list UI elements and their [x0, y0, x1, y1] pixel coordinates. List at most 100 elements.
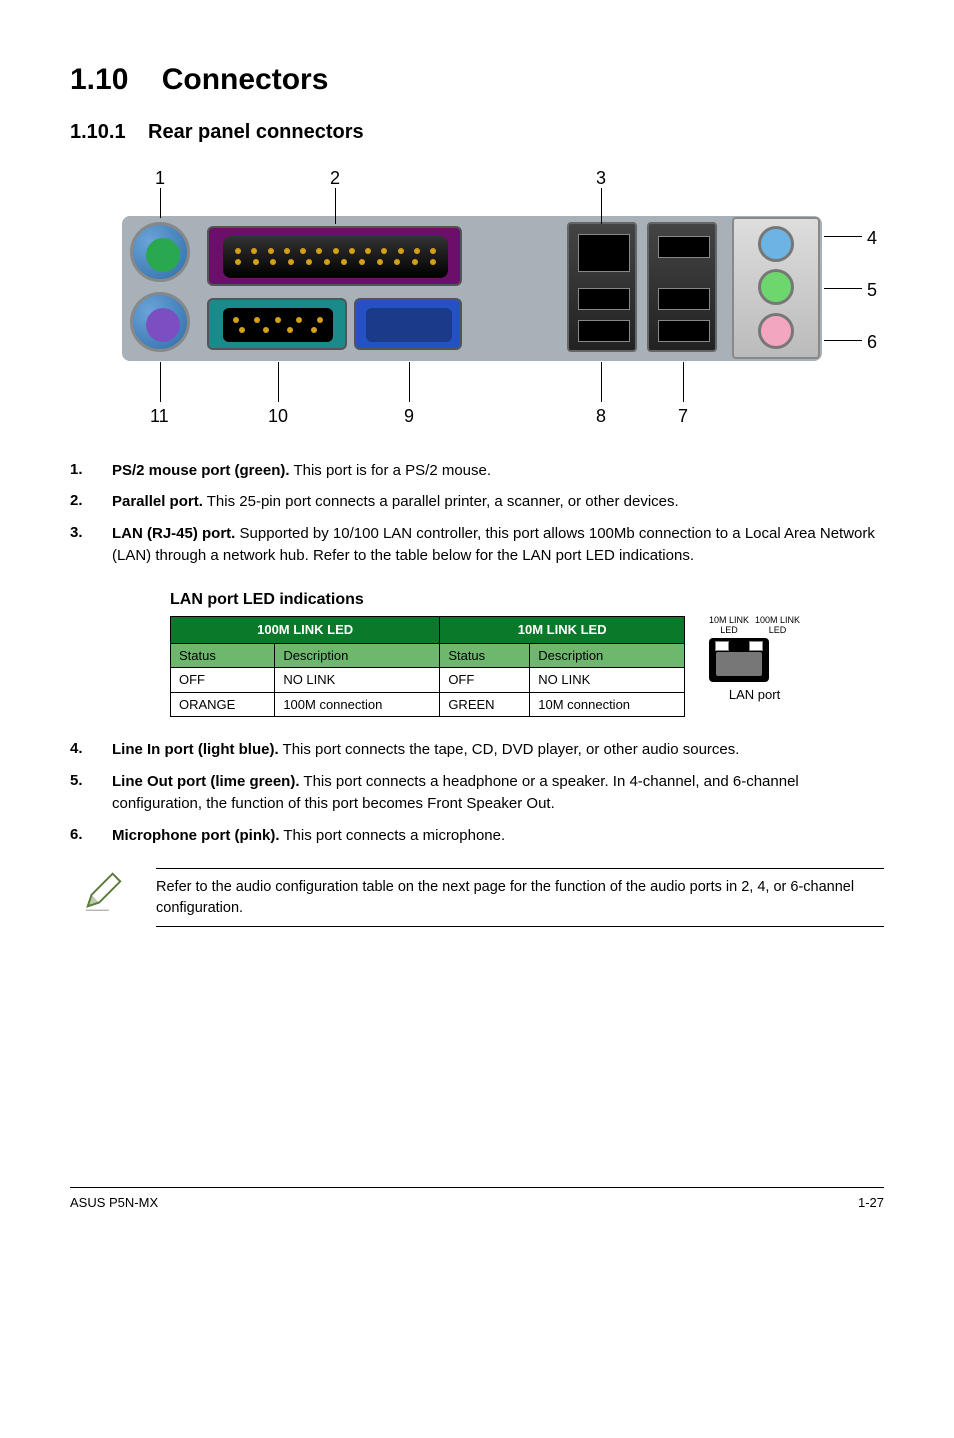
item-body: LAN (RJ-45) port. Supported by 10/100 LA…: [112, 523, 884, 567]
item-body: Line Out port (lime green). This port co…: [112, 771, 884, 815]
led-table-row: 100M LINK LED 10M LINK LED Status Descri…: [170, 616, 884, 717]
item-rest: This port connects the tape, CD, DVD pla…: [279, 741, 740, 758]
lan-icon-label-right: 100M LINK LED: [755, 616, 800, 636]
table-head-left: 100M LINK LED: [171, 617, 440, 644]
callout-10: 10: [268, 404, 288, 428]
item-number: 4.: [70, 739, 112, 761]
audio-jack-stack: [732, 217, 820, 359]
usb-slot-icon: [658, 320, 710, 342]
callout-5: 5: [867, 278, 877, 302]
callout-line: [335, 188, 336, 224]
callout-line: [278, 362, 279, 402]
parallel-port-icon: [207, 226, 462, 286]
item-number: 6.: [70, 825, 112, 847]
item-body: Line In port (light blue). This port con…: [112, 739, 739, 761]
lan-icon-caption: LAN port: [709, 686, 800, 704]
callout-9: 9: [404, 404, 414, 428]
table-cell: OFF: [440, 668, 530, 693]
list-item: 5. Line Out port (lime green). This port…: [70, 771, 884, 815]
callout-7: 7: [678, 404, 688, 428]
table-cell: GREEN: [440, 692, 530, 717]
lan-port-icon-block: 10M LINK LED 100M LINK LED LAN port: [709, 616, 800, 703]
lan-port-inner: [716, 652, 762, 676]
callout-8: 8: [596, 404, 606, 428]
table-cell: NO LINK: [530, 668, 685, 693]
lan-port-graphic-icon: [709, 638, 769, 682]
item-list-a: 1. PS/2 mouse port (green). This port is…: [70, 460, 884, 567]
item-rest: This port is for a PS/2 mouse.: [290, 462, 491, 479]
item-number: 5.: [70, 771, 112, 815]
table-subhead: Status: [440, 643, 530, 668]
table-row: 100M LINK LED 10M LINK LED: [171, 617, 685, 644]
mic-jack-icon: [758, 313, 794, 349]
callout-2: 2: [330, 166, 340, 190]
table-cell: OFF: [171, 668, 275, 693]
lan-icon-labels: 10M LINK LED 100M LINK LED: [709, 616, 800, 636]
section-heading: 1.10 Connectors: [70, 60, 884, 101]
usb-slot-icon: [578, 320, 630, 342]
ps2-mouse-port-icon: [130, 222, 190, 282]
item-body: PS/2 mouse port (green). This port is fo…: [112, 460, 491, 482]
footer-right: 1-27: [858, 1194, 884, 1212]
callout-line: [824, 236, 862, 237]
callout-line: [683, 362, 684, 402]
item-number: 2.: [70, 491, 112, 513]
line-in-jack-icon: [758, 226, 794, 262]
callout-line: [160, 362, 161, 402]
list-item: 6. Microphone port (pink). This port con…: [70, 825, 884, 847]
item-number: 1.: [70, 460, 112, 482]
callout-line: [601, 188, 602, 224]
led-table-heading: LAN port LED indications: [170, 589, 884, 611]
callout-line: [160, 188, 161, 218]
table-row: ORANGE 100M connection GREEN 10M connect…: [171, 692, 685, 717]
usb-slot-icon: [658, 236, 710, 258]
subsection-title-text: Rear panel connectors: [148, 119, 364, 146]
list-item: 2. Parallel port. This 25-pin port conne…: [70, 491, 884, 513]
serial-port-icon: [207, 298, 347, 350]
callout-6: 6: [867, 330, 877, 354]
usb-slot-icon: [658, 288, 710, 310]
ps2-keyboard-port-icon: [130, 292, 190, 352]
lan-port-icon: [578, 234, 630, 272]
callout-1: 1: [155, 166, 165, 190]
table-cell: ORANGE: [171, 692, 275, 717]
table-row: Status Description Status Description: [171, 643, 685, 668]
item-rest: This 25-pin port connects a parallel pri…: [203, 493, 679, 510]
lan-icon-label-left: 10M LINK LED: [709, 616, 749, 636]
line-out-jack-icon: [758, 269, 794, 305]
led-table: 100M LINK LED 10M LINK LED Status Descri…: [170, 616, 685, 717]
usb-slot-icon: [578, 288, 630, 310]
rear-panel-diagram: 1 2 3 4 5 6 11 10 9 8 7: [72, 166, 882, 436]
item-list-b: 4. Line In port (light blue). This port …: [70, 739, 884, 846]
note-block: Refer to the audio configuration table o…: [80, 868, 884, 927]
vga-port-icon: [354, 298, 462, 350]
table-subhead: Status: [171, 643, 275, 668]
item-bold: PS/2 mouse port (green).: [112, 462, 290, 479]
usb-lan-block-1: [567, 222, 637, 352]
table-row: OFF NO LINK OFF NO LINK: [171, 668, 685, 693]
section-title-text: Connectors: [162, 63, 329, 96]
callout-3: 3: [596, 166, 606, 190]
footer-left: ASUS P5N-MX: [70, 1194, 158, 1212]
table-cell: NO LINK: [275, 668, 440, 693]
table-subhead: Description: [275, 643, 440, 668]
section-number: 1.10: [70, 63, 128, 96]
parallel-pins: [223, 236, 448, 278]
callout-line: [824, 288, 862, 289]
callout-line: [824, 340, 862, 341]
item-bold: Parallel port.: [112, 493, 203, 510]
item-rest: This port connects a microphone.: [279, 827, 505, 844]
item-bold: Microphone port (pink).: [112, 827, 279, 844]
item-bold: Line In port (light blue).: [112, 741, 279, 758]
table-cell: 10M connection: [530, 692, 685, 717]
item-bold: Line Out port (lime green).: [112, 773, 300, 790]
callout-4: 4: [867, 226, 877, 250]
list-item: 3. LAN (RJ-45) port. Supported by 10/100…: [70, 523, 884, 567]
item-body: Parallel port. This 25-pin port connects…: [112, 491, 679, 513]
item-bold: LAN (RJ-45) port.: [112, 525, 235, 542]
usb-block-2: [647, 222, 717, 352]
table-head-right: 10M LINK LED: [440, 617, 685, 644]
item-number: 3.: [70, 523, 112, 567]
table-cell: 100M connection: [275, 692, 440, 717]
list-item: 1. PS/2 mouse port (green). This port is…: [70, 460, 884, 482]
